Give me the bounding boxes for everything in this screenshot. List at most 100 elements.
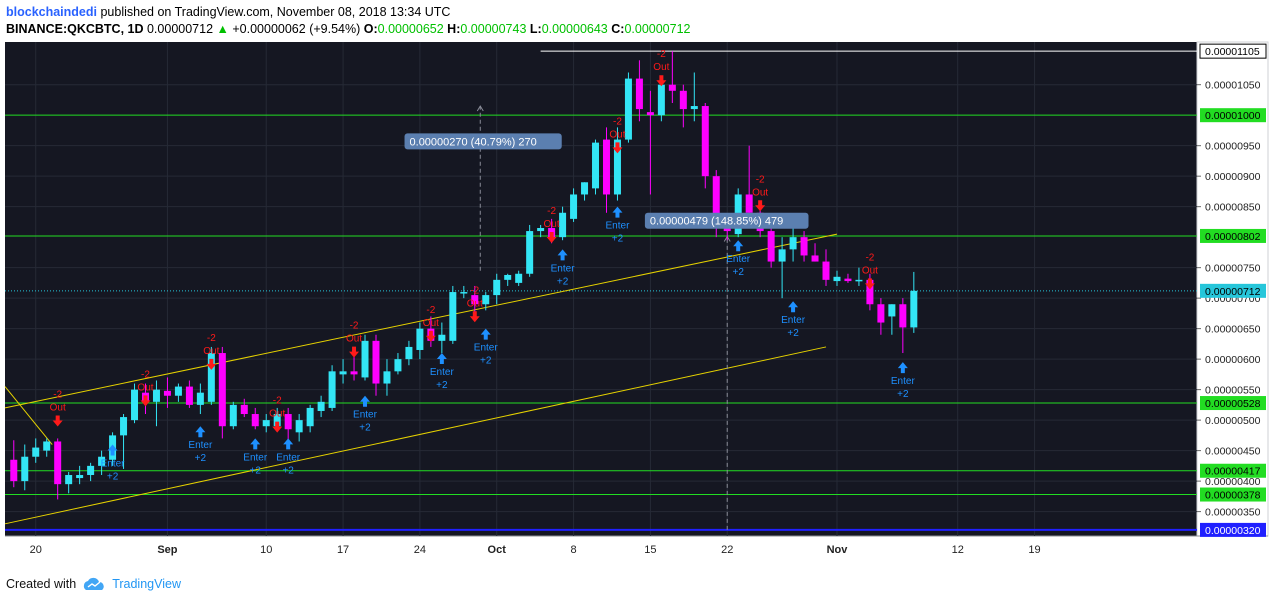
x-tick-label: 8 [570, 544, 576, 556]
candle-up [657, 84, 665, 116]
x-tick-label: 10 [260, 544, 272, 556]
candle-down [471, 295, 479, 305]
candle-down [899, 304, 907, 328]
tradingview-logo-icon [84, 577, 104, 590]
candle-up [559, 212, 567, 238]
candle-down [635, 78, 643, 110]
candle-down [54, 441, 62, 485]
price-tag [1199, 43, 1267, 59]
price-tag-label: 0.00001000 [1205, 110, 1261, 122]
low-label: L: [529, 22, 542, 36]
candle-up [833, 276, 841, 282]
signal-enter-value: +2 [250, 465, 262, 476]
arrow-up-icon [480, 328, 491, 340]
signal-enter-value: +2 [732, 267, 744, 278]
price-tag [1200, 463, 1266, 478]
candle-up [592, 142, 600, 189]
footer: Created with TradingView [6, 574, 181, 594]
arrow-up-icon [897, 362, 908, 374]
price-tag [1200, 396, 1266, 411]
candle-up [383, 371, 391, 384]
measure-label-box [404, 133, 562, 150]
arrow-up-icon [557, 249, 568, 261]
signal-enter-value: +2 [359, 423, 371, 434]
x-tick-label: 24 [414, 544, 426, 556]
arrow-up-icon [788, 301, 799, 313]
y-tick-label: 0.00000400 [1205, 476, 1261, 488]
y-tick-label: 0.00000550 [1205, 385, 1261, 397]
candle-up [32, 447, 40, 457]
candle-up [306, 407, 314, 427]
candle-up [262, 420, 270, 427]
signal-out-value: -2 [547, 206, 556, 217]
candle-down [866, 279, 874, 305]
candle-up [273, 414, 281, 427]
candle-down [822, 261, 830, 280]
trend-channel-line [4, 233, 838, 409]
candle-up [405, 346, 413, 360]
price-tag [1200, 522, 1266, 537]
x-tick-label: 15 [644, 544, 656, 556]
candle-down [372, 340, 380, 384]
price-tag [1200, 487, 1266, 502]
signal-out-label: Out [752, 187, 768, 198]
arrow-up-icon [360, 395, 371, 407]
candle-up [43, 441, 51, 451]
price-tag-label: 0.00000320 [1205, 525, 1261, 537]
signal-enter-label: Enter [101, 459, 126, 470]
x-tick-label: Sep [157, 544, 177, 556]
high-label: H: [447, 22, 461, 36]
signal-out-value: -2 [613, 116, 622, 127]
signal-enter-label: Enter [726, 254, 751, 265]
y-tick-label: 0.00000900 [1205, 171, 1261, 183]
signal-enter-label: Enter [551, 263, 576, 274]
candle-up [87, 465, 95, 476]
signal-enter-label: Enter [781, 315, 806, 326]
candle-up [482, 295, 490, 305]
author-link[interactable]: blockchaindedi [6, 5, 97, 19]
price-tag-label: 0.00000712 [1205, 286, 1261, 298]
candle-up [778, 249, 786, 262]
signal-out-label: Out [203, 346, 219, 357]
signal-out-label: Out [269, 409, 285, 420]
change-arrow-icon: ▲ [216, 22, 229, 36]
arrow-down-icon [546, 231, 557, 243]
ohlc-line: BINANCE:QKCBTC, 1D 0.00000712 ▲ +0.00000… [6, 21, 1266, 38]
candle-down [284, 414, 292, 430]
signal-enter-value: +2 [107, 472, 119, 483]
signal-enter-value: +2 [612, 234, 624, 245]
y-tick-label: 0.00000350 [1205, 507, 1261, 519]
candle-up [295, 420, 303, 433]
price-tag-label: 0.00000528 [1205, 398, 1261, 410]
candle-down [712, 176, 720, 225]
candle-down [251, 414, 259, 427]
candle-up [570, 194, 578, 219]
candle-down [646, 112, 654, 116]
x-tick-label: Nov [827, 544, 849, 556]
signal-out-label: Out [50, 403, 66, 414]
signal-enter-value: +2 [557, 276, 569, 287]
low-value: 0.00000643 [541, 22, 608, 36]
signal-enter-label: Enter [188, 440, 213, 451]
high-value: 0.00000743 [460, 22, 527, 36]
candle-down [701, 106, 709, 177]
price-chart[interactable]: 0.000011500.000010500.000009500.00000900… [0, 40, 1274, 569]
arrow-up-icon [195, 426, 206, 438]
measure-arrow-icon [476, 105, 484, 112]
arrow-up-icon [107, 444, 118, 456]
candle-up [207, 353, 215, 402]
candle-up [789, 237, 797, 250]
price-tag [1200, 283, 1266, 298]
tradingview-link[interactable]: TradingView [112, 577, 181, 591]
signal-out-label: Out [423, 318, 439, 329]
signal-enter-label: Enter [353, 410, 378, 421]
signal-enter-value: +2 [897, 389, 909, 400]
signal-out-value: -2 [141, 369, 150, 380]
candle-up [504, 274, 512, 280]
candle-up [317, 401, 325, 411]
candle-up [624, 78, 632, 140]
arrow-up-icon [612, 206, 623, 218]
close-value: 0.00000712 [624, 22, 691, 36]
signal-enter-label: Enter [243, 452, 268, 463]
candle-down [602, 139, 610, 195]
